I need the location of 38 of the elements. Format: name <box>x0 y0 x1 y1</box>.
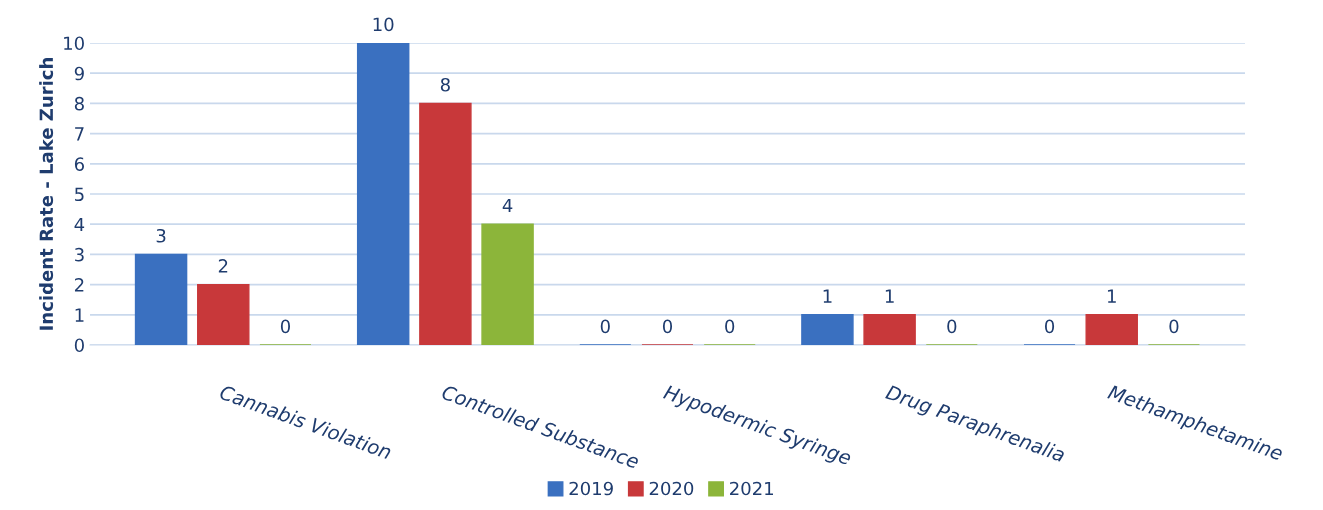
data-label: 0 <box>662 319 673 334</box>
bar <box>197 283 250 345</box>
legend-label: 2019 <box>569 481 613 496</box>
y-axis-title: Incident Rate - Lake Zurich <box>39 58 54 330</box>
y-tick-label: 10 <box>64 36 84 51</box>
data-label: 1 <box>1107 289 1116 303</box>
y-tick-label: 0 <box>74 338 84 353</box>
data-label: 0 <box>1169 319 1179 334</box>
data-label: 0 <box>280 319 291 334</box>
data-label: 0 <box>725 319 735 334</box>
y-tick-label: 3 <box>75 247 84 262</box>
bar <box>419 102 472 345</box>
bar <box>863 314 916 345</box>
data-label: 0 <box>1044 319 1055 334</box>
bar <box>801 314 854 345</box>
y-tick-label: 4 <box>74 217 85 232</box>
y-tick-label: 5 <box>75 187 84 202</box>
y-tick-label: 8 <box>74 96 84 111</box>
bar <box>1085 314 1138 345</box>
data-label: 4 <box>502 198 513 213</box>
legend-label: 2020 <box>649 481 694 496</box>
bar <box>356 43 410 345</box>
data-label: 2 <box>218 259 228 273</box>
bar <box>134 253 188 345</box>
data-label: 10 <box>373 17 394 32</box>
y-tick-label: 7 <box>75 127 84 141</box>
y-tick-label: 1 <box>75 308 84 322</box>
data-label: 1 <box>823 289 832 303</box>
data-label: 0 <box>947 319 957 334</box>
data-label: 8 <box>440 77 450 92</box>
data-label: 1 <box>885 289 894 303</box>
data-label: 0 <box>600 319 610 334</box>
bar <box>481 223 534 345</box>
legend-label: 2021 <box>730 481 773 496</box>
y-tick-label: 6 <box>74 157 84 171</box>
y-tick-label: 2 <box>74 278 84 292</box>
data-label: 3 <box>156 228 166 243</box>
y-tick-label: 9 <box>74 66 84 81</box>
